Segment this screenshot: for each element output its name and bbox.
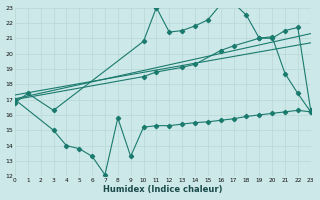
X-axis label: Humidex (Indice chaleur): Humidex (Indice chaleur) [103, 185, 223, 194]
